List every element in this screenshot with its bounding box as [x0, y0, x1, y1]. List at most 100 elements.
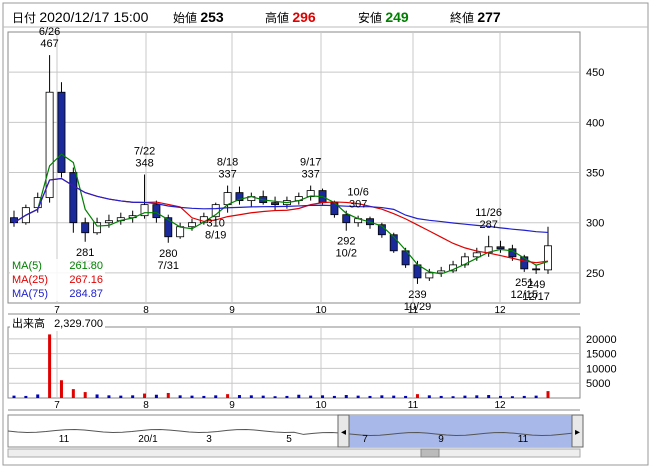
candle-body: [140, 204, 149, 217]
candle-body: [235, 192, 244, 202]
volume-label: 出来高: [12, 318, 45, 330]
price-tick-label: 350: [586, 168, 604, 180]
month-tick-label: 9: [229, 305, 235, 316]
volume-bar: [368, 395, 372, 398]
price-annotation: 11/26: [475, 207, 502, 219]
navigator-selection: [348, 415, 574, 447]
volume-bar: [522, 395, 526, 398]
volume-bar: [48, 334, 52, 398]
candle-body: [389, 234, 398, 252]
volume-tick-label: 20000: [586, 334, 617, 346]
volume-bar: [487, 395, 491, 398]
price-annotation: 249: [527, 279, 545, 291]
volume-bar: [332, 395, 336, 398]
price-annotation: 281: [76, 247, 94, 259]
candle-body: [176, 226, 185, 238]
month-tick-label: 12: [494, 400, 506, 411]
volume-bar: [12, 395, 16, 398]
candle-body: [306, 190, 315, 198]
volume-bar: [190, 395, 194, 398]
volume-bar: [59, 380, 63, 398]
navigator-right-handle-icon: ▸: [575, 427, 580, 438]
price-annotation: 292: [337, 236, 355, 248]
volume-bar: [285, 395, 289, 398]
ma-legend-row-5: MA(5) 261.80: [10, 259, 105, 273]
ma75-label: MA(75): [12, 288, 49, 300]
candle-body: [437, 270, 446, 274]
open-label: 始値: [173, 11, 198, 25]
date-value: 2020/12/17 15:00: [39, 9, 149, 25]
volume-bar: [71, 389, 75, 398]
volume-bar: [24, 395, 28, 398]
ma75-value: 284.87: [69, 288, 103, 300]
volume-bar: [237, 395, 241, 398]
candle-body: [544, 245, 552, 271]
ma75-line: [13, 177, 549, 234]
volume-bar: [143, 393, 147, 398]
candle-body: [271, 202, 280, 206]
price-annotation: 10/2: [336, 248, 357, 260]
price-annotation: 12/15: [511, 289, 539, 301]
volume-bar: [475, 395, 479, 398]
low-label: 安値: [358, 11, 383, 25]
price-annotation: 7/22: [134, 146, 155, 158]
volume-value: 2,329.700: [54, 318, 103, 330]
volume-panel: [7, 326, 581, 399]
volume-bar: [261, 395, 265, 398]
price-annotation: 239: [408, 289, 426, 301]
price-annotation: 6/26: [39, 26, 60, 38]
volume-bar: [107, 395, 111, 398]
navigator-scrollbar[interactable]: [7, 448, 581, 458]
navigator-tick-label: 11: [59, 434, 70, 445]
candle-body: [211, 204, 220, 218]
candle-body: [413, 264, 422, 279]
navigator-scrollbar-thumb[interactable]: [420, 448, 440, 458]
candle-body: [104, 220, 113, 224]
price-panel: [7, 31, 581, 304]
high-value: 296: [292, 9, 316, 25]
price-annotation: 280: [159, 248, 177, 260]
volume-tick-label: 5000: [586, 378, 610, 390]
candle-body: [532, 268, 541, 271]
price-annotation: 337: [301, 169, 319, 181]
navigator-series: [7, 429, 581, 436]
volume-tick-label: 15000: [586, 349, 617, 361]
volume-bar: [451, 396, 455, 398]
ma-legend-row-25: MA(25) 267.16: [10, 273, 105, 287]
candle-body: [57, 91, 66, 173]
volume-legend: 出来高 2,329.700: [10, 315, 105, 331]
navigator-left-handle[interactable]: [337, 414, 350, 448]
candle-body: [496, 246, 505, 250]
low-field: 安値 249: [358, 9, 409, 26]
volume-bar: [309, 395, 313, 398]
price-tick-label: 300: [586, 218, 604, 230]
volume-bar: [226, 394, 230, 398]
month-tick-label: 9: [229, 400, 235, 411]
volume-bar: [202, 395, 206, 398]
month-tick-label: 11: [408, 305, 419, 316]
candle-body: [152, 204, 161, 219]
candle-body: [223, 192, 232, 206]
close-field: 終値 277: [450, 9, 501, 26]
price-annotation: 12/17: [522, 291, 550, 303]
candle-body: [520, 256, 529, 270]
navigator-tick-label: 5: [286, 434, 292, 445]
price-annotation: 8/19: [205, 230, 226, 242]
candle-body: [425, 272, 434, 279]
candle-body: [188, 222, 196, 228]
price-tick-label: 250: [586, 268, 604, 280]
month-tick-label: 8: [143, 400, 149, 411]
volume-bar: [510, 396, 514, 398]
candle-body: [472, 252, 481, 258]
volume-bar: [297, 394, 301, 398]
candle-body: [45, 91, 54, 199]
month-tick-label: 12: [494, 305, 506, 316]
candle-body: [10, 217, 18, 224]
price-annotation: 307: [349, 199, 367, 211]
price-annotation: 287: [479, 219, 497, 231]
volume-bar: [321, 395, 325, 398]
volume-bar: [178, 395, 182, 398]
navigator-right-handle[interactable]: [571, 414, 584, 448]
